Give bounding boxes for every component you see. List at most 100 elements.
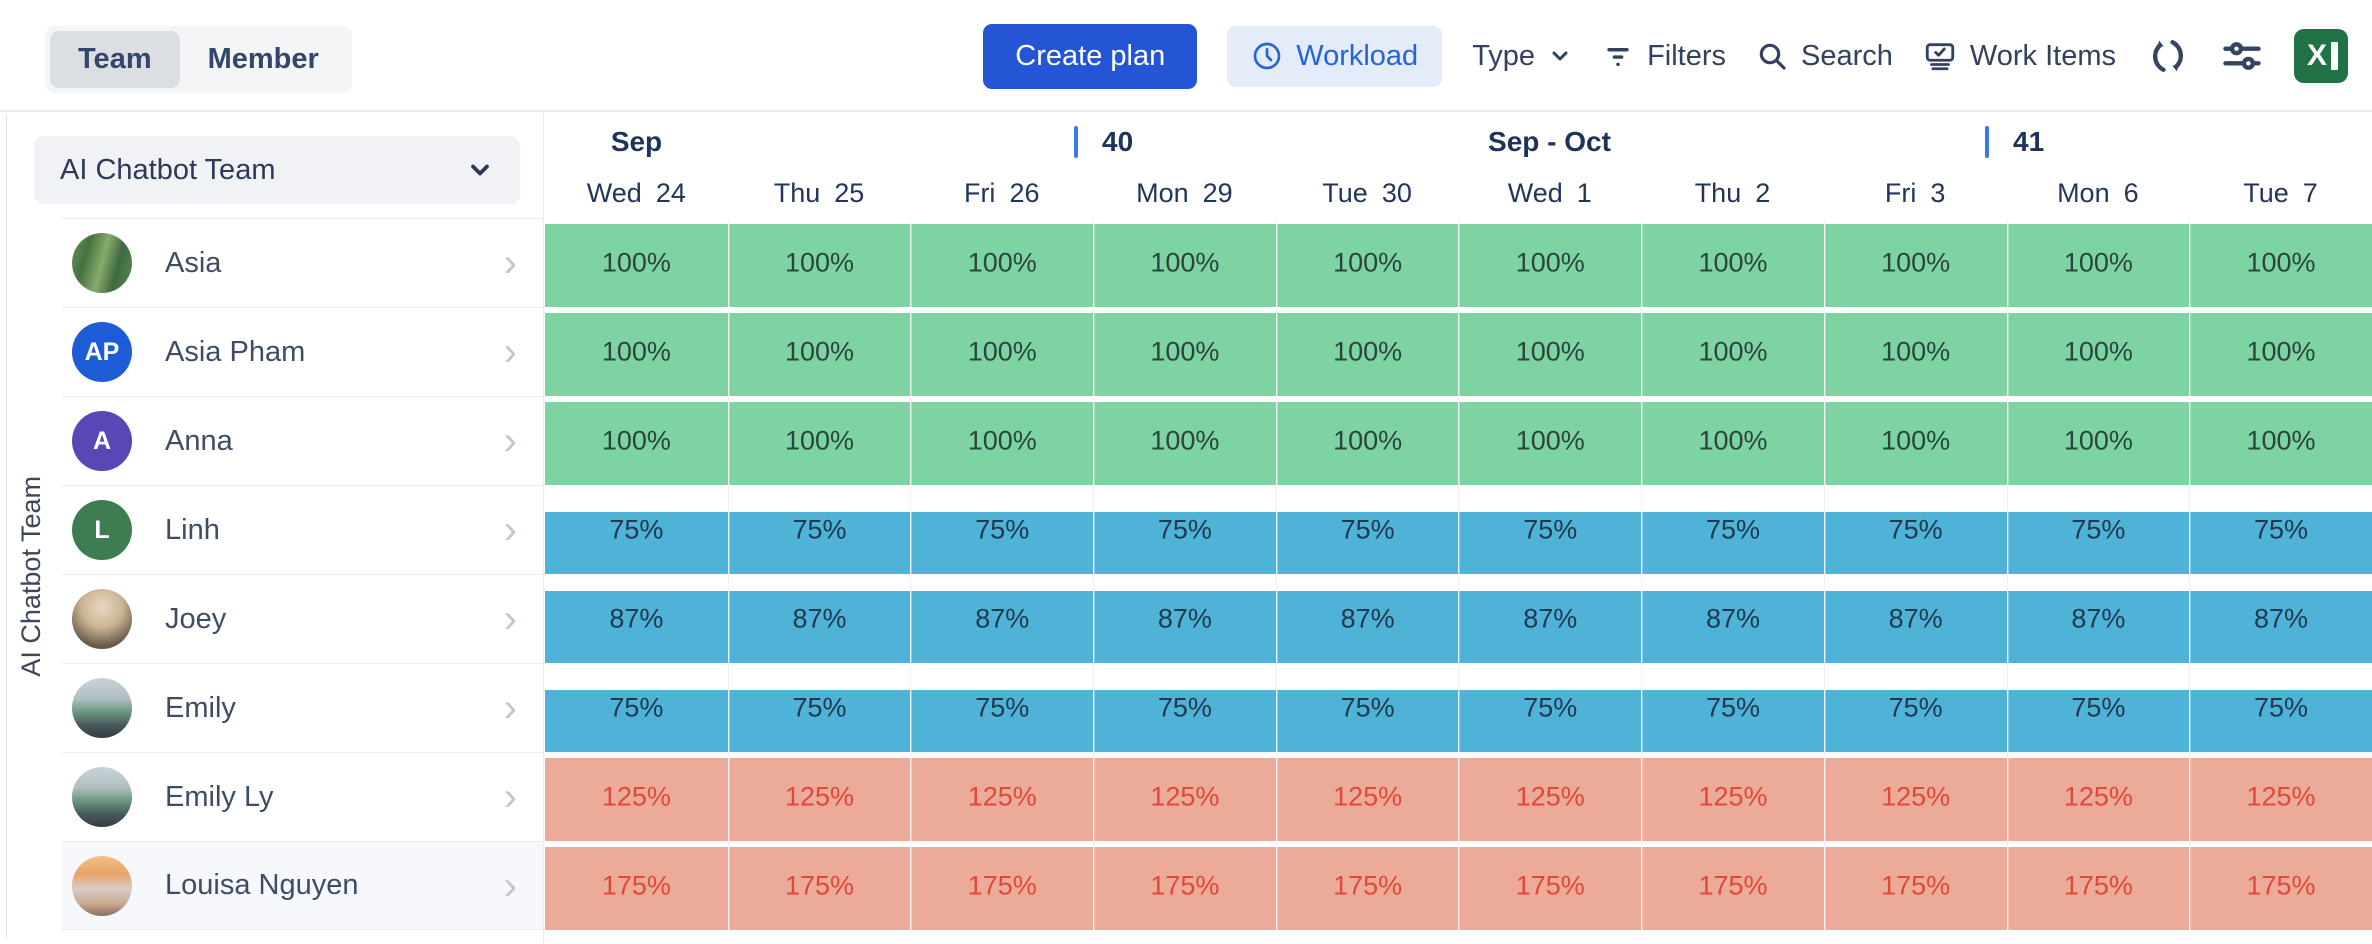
search-button[interactable]: Search <box>1756 40 1893 73</box>
workload-cell[interactable]: 100% <box>1823 396 2007 485</box>
workload-cell[interactable]: 75% <box>727 663 911 752</box>
member-row[interactable]: A Anna › <box>62 396 543 485</box>
workload-cell[interactable]: 100% <box>2006 307 2190 396</box>
workload-cell[interactable]: 125% <box>2006 752 2190 841</box>
workload-cell[interactable]: 75% <box>1093 485 1276 574</box>
workload-cell[interactable]: 75% <box>1641 485 1824 574</box>
excel-export-icon[interactable]: X <box>2294 29 2348 83</box>
workload-cell[interactable]: 100% <box>2006 218 2190 307</box>
workload-cell[interactable]: 75% <box>727 485 911 574</box>
workload-cell[interactable]: 75% <box>2189 485 2372 574</box>
member-row[interactable]: Asia › <box>62 218 543 307</box>
workload-cell[interactable]: 75% <box>2006 663 2190 752</box>
workload-cell[interactable]: 100% <box>1093 307 1276 396</box>
workload-cell[interactable]: 100% <box>1458 307 1642 396</box>
refresh-icon[interactable] <box>2146 34 2190 78</box>
workload-cell[interactable]: 100% <box>545 307 728 396</box>
sliders-icon[interactable] <box>2220 34 2264 78</box>
work-items-button[interactable]: Work Items <box>1923 39 2116 73</box>
workload-cell[interactable]: 100% <box>1641 396 1824 485</box>
workload-cell[interactable]: 100% <box>2006 396 2190 485</box>
workload-cell[interactable]: 87% <box>2189 574 2372 663</box>
chevron-right-icon[interactable]: › <box>503 241 517 285</box>
workload-cell[interactable]: 100% <box>2189 396 2372 485</box>
workload-cell[interactable]: 75% <box>545 663 728 752</box>
workload-cell[interactable]: 100% <box>545 396 728 485</box>
workload-cell[interactable]: 100% <box>1275 307 1459 396</box>
workload-cell[interactable]: 100% <box>727 396 911 485</box>
workload-cell[interactable]: 175% <box>1458 841 1642 930</box>
workload-cell[interactable]: 100% <box>1458 396 1642 485</box>
workload-cell[interactable]: 175% <box>1275 841 1459 930</box>
workload-cell[interactable]: 100% <box>910 218 1094 307</box>
workload-cell[interactable]: 87% <box>1641 574 1824 663</box>
workload-button[interactable]: Workload <box>1227 25 1443 87</box>
workload-cell[interactable]: 175% <box>1093 841 1276 930</box>
workload-cell[interactable]: 125% <box>1823 752 2007 841</box>
workload-cell[interactable]: 75% <box>910 663 1094 752</box>
workload-cell[interactable]: 100% <box>727 307 911 396</box>
workload-cell[interactable]: 75% <box>1275 485 1459 574</box>
workload-cell[interactable]: 100% <box>1093 218 1276 307</box>
workload-cell[interactable]: 175% <box>2006 841 2190 930</box>
member-row[interactable]: Emily › <box>62 663 543 752</box>
chevron-right-icon[interactable]: › <box>503 330 517 374</box>
workload-cell[interactable]: 100% <box>1823 218 2007 307</box>
workload-cell[interactable]: 175% <box>910 841 1094 930</box>
member-row[interactable]: Emily Ly › <box>62 752 543 841</box>
create-plan-button[interactable]: Create plan <box>983 23 1198 89</box>
workload-cell[interactable]: 100% <box>1275 396 1459 485</box>
member-row[interactable]: Joey › <box>62 574 543 663</box>
workload-cell[interactable]: 100% <box>2189 307 2372 396</box>
workload-cell[interactable]: 75% <box>1093 663 1276 752</box>
workload-cell[interactable]: 175% <box>1641 841 1824 930</box>
workload-cell[interactable]: 75% <box>1823 485 2007 574</box>
workload-cell[interactable]: 75% <box>1823 663 2007 752</box>
workload-cell[interactable]: 125% <box>1641 752 1824 841</box>
workload-cell[interactable]: 125% <box>727 752 911 841</box>
workload-cell[interactable]: 100% <box>910 396 1094 485</box>
workload-cell[interactable]: 175% <box>545 841 728 930</box>
type-dropdown[interactable]: Type <box>1472 40 1572 73</box>
workload-cell[interactable]: 125% <box>910 752 1094 841</box>
chevron-right-icon[interactable]: › <box>503 508 517 552</box>
workload-cell[interactable]: 75% <box>2006 485 2190 574</box>
workload-cell[interactable]: 100% <box>2189 218 2372 307</box>
workload-cell[interactable]: 125% <box>1458 752 1642 841</box>
workload-cell[interactable]: 87% <box>545 574 728 663</box>
member-row[interactable]: L Linh › <box>62 485 543 574</box>
workload-cell[interactable]: 75% <box>1275 663 1459 752</box>
workload-cell[interactable]: 100% <box>1275 218 1459 307</box>
workload-cell[interactable]: 87% <box>1823 574 2007 663</box>
member-row[interactable]: Louisa Nguyen › <box>62 841 543 930</box>
workload-cell[interactable]: 87% <box>1275 574 1459 663</box>
workload-cell[interactable]: 125% <box>545 752 728 841</box>
workload-cell[interactable]: 175% <box>2189 841 2372 930</box>
workload-cell[interactable]: 87% <box>910 574 1094 663</box>
chevron-right-icon[interactable]: › <box>503 419 517 463</box>
workload-cell[interactable]: 100% <box>1823 307 2007 396</box>
workload-cell[interactable]: 75% <box>1641 663 1824 752</box>
chevron-right-icon[interactable]: › <box>503 775 517 819</box>
workload-cell[interactable]: 75% <box>545 485 728 574</box>
workload-cell[interactable]: 125% <box>1275 752 1459 841</box>
team-selector-dropdown[interactable]: AI Chatbot Team <box>34 136 520 204</box>
workload-cell[interactable]: 125% <box>1093 752 1276 841</box>
workload-cell[interactable]: 87% <box>727 574 911 663</box>
workload-cell[interactable]: 87% <box>1093 574 1276 663</box>
workload-cell[interactable]: 75% <box>910 485 1094 574</box>
workload-cell[interactable]: 175% <box>727 841 911 930</box>
workload-cell[interactable]: 100% <box>1641 307 1824 396</box>
workload-cell[interactable]: 100% <box>1641 218 1824 307</box>
workload-cell[interactable]: 75% <box>1458 663 1642 752</box>
toggle-team[interactable]: Team <box>50 31 180 88</box>
chevron-right-icon[interactable]: › <box>503 597 517 641</box>
chevron-right-icon[interactable]: › <box>503 863 517 908</box>
filters-button[interactable]: Filters <box>1602 40 1726 73</box>
chevron-right-icon[interactable]: › <box>503 686 517 730</box>
workload-cell[interactable]: 87% <box>2006 574 2190 663</box>
toggle-member[interactable]: Member <box>207 43 319 75</box>
workload-cell[interactable]: 75% <box>1458 485 1642 574</box>
workload-cell[interactable]: 100% <box>545 218 728 307</box>
workload-cell[interactable]: 87% <box>1458 574 1642 663</box>
